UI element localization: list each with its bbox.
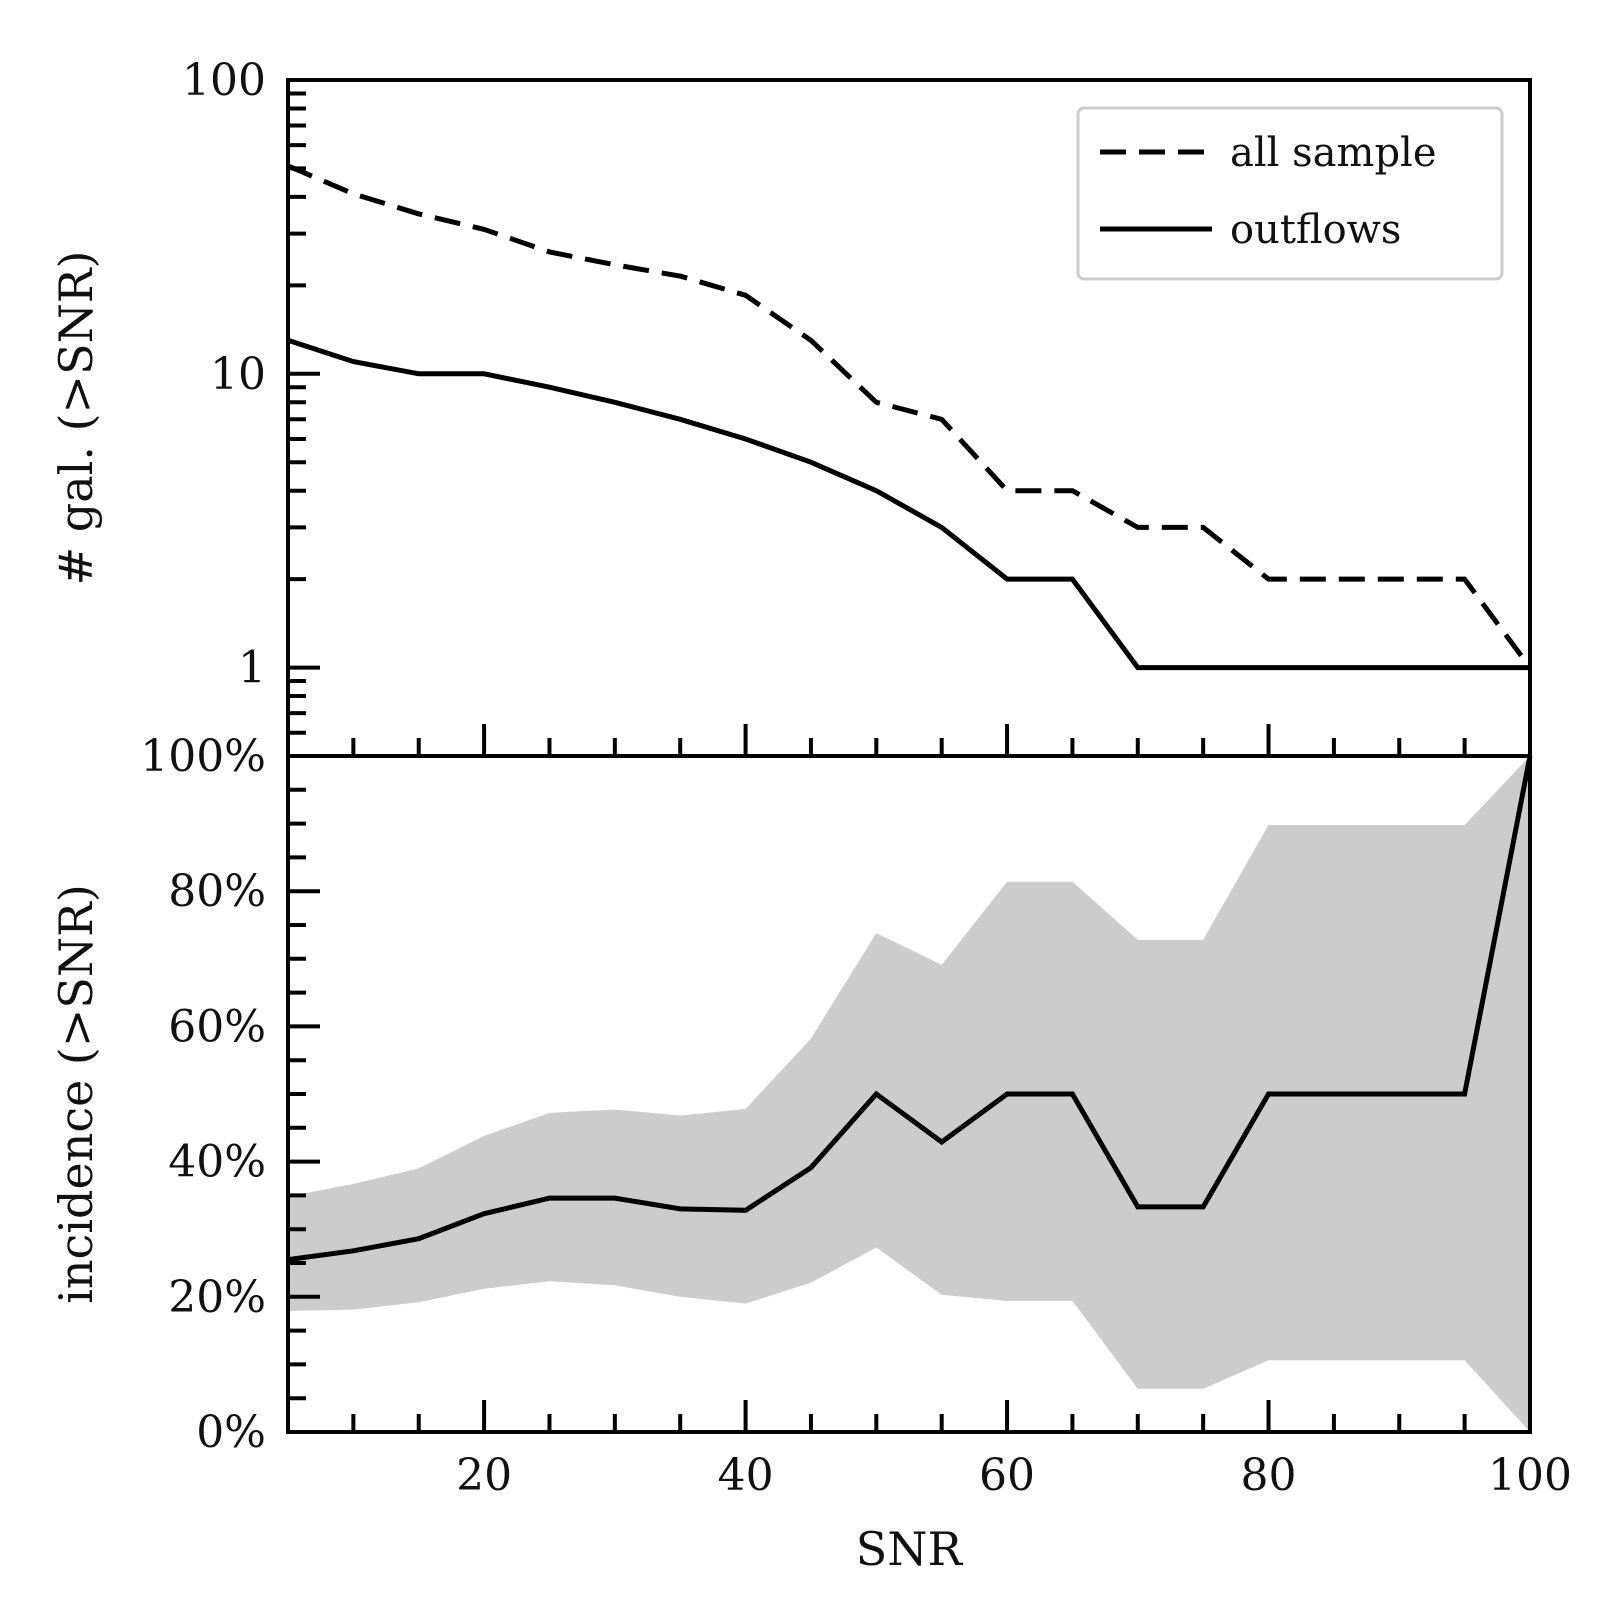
tick-labels: 1 10 100 0% 20% 40% 60% 80% 100% 20 40 60 80 100 (140, 55, 1572, 1501)
x-tick-label: 100 (1488, 1450, 1572, 1501)
x-tick-label: 40 (718, 1450, 774, 1501)
x-axis-label: SNR (856, 1522, 964, 1576)
legend-outflows-label: outflows (1230, 207, 1401, 253)
bottom-y-tick-label: 0% (196, 1407, 266, 1458)
legend: all sample outflows (1076, 106, 1504, 281)
x-tick-label: 60 (979, 1450, 1035, 1501)
x-tick-label: 80 (1241, 1450, 1297, 1501)
bottom-y-tick-label: 80% (168, 866, 266, 917)
all-sample-line (287, 163, 1533, 670)
top-y-tick-label: 1 (238, 643, 266, 694)
bottom-y-tick-label: 100% (140, 731, 266, 782)
incidence-confidence-band (288, 756, 1530, 1432)
bottom-y-tick-label: 60% (168, 1001, 266, 1052)
bottom-y-tick-label: 20% (168, 1272, 266, 1323)
axis-ticks (288, 91, 1467, 1432)
legend-all-sample-label: all sample (1230, 130, 1437, 176)
outflows-line (287, 337, 1530, 671)
bottom-y-tick-label: 40% (168, 1137, 266, 1188)
incidence-line (287, 755, 1533, 1263)
top-y-tick-label: 100 (182, 55, 266, 106)
top-y-tick-label: 10 (210, 349, 266, 400)
top-y-axis-label: # gal. (>SNR) (49, 251, 103, 586)
bottom-panel-frame (286, 754, 1532, 1434)
x-tick-label: 20 (456, 1450, 512, 1501)
bottom-y-axis-label: incidence (>SNR) (49, 884, 103, 1304)
